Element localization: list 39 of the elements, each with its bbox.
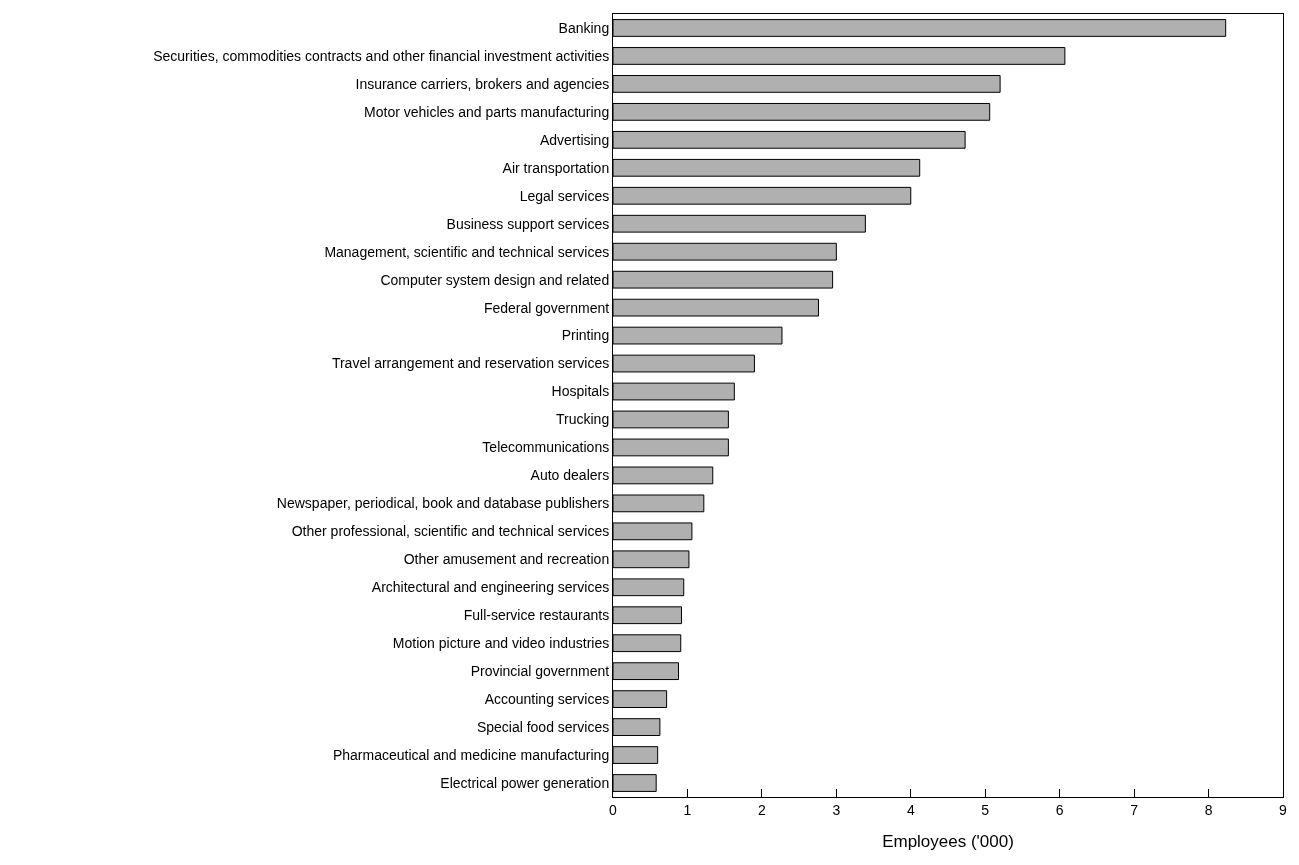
y-tick-label: Telecommunications: [482, 439, 610, 456]
y-tick-label: Legal services: [519, 187, 610, 204]
x-tick-label: 5: [981, 801, 990, 818]
y-tick-label: Motor vehicles and parts manufacturing: [364, 103, 610, 120]
y-tick-label: Full-service restaurants: [463, 607, 610, 624]
x-tick-label: 1: [683, 801, 692, 818]
y-tick-label: Computer system design and related: [380, 271, 610, 288]
y-tick-label: Advertising: [539, 131, 610, 148]
y-tick-label: Hospitals: [551, 383, 610, 400]
y-tick-label: Provincial government: [470, 663, 610, 680]
y-tick-label: Printing: [561, 327, 610, 344]
x-tick-label: 3: [832, 801, 841, 818]
x-tick-label: 0: [609, 801, 618, 818]
y-tick-label: Accounting services: [484, 691, 610, 708]
y-tick-label: Travel arrangement and reservation services: [331, 355, 610, 372]
y-tick-label: Auto dealers: [530, 467, 610, 484]
y-tick-label: Business support services: [446, 215, 610, 232]
y-tick-label: Pharmaceutical and medicine manufacturing: [332, 746, 610, 763]
y-tick-label: Banking: [558, 19, 610, 36]
y-tick-label: Insurance carriers, brokers and agencies: [355, 75, 610, 92]
x-tick-label: 8: [1204, 801, 1213, 818]
y-tick-label: Securities, commodities contracts and other financial investment activities: [153, 47, 610, 64]
y-tick-label: Special food services: [476, 718, 610, 735]
y-tick-label: Management, scientific and technical services: [324, 243, 610, 260]
x-tick-label: 9: [1279, 801, 1288, 818]
y-tick-label: Air transportation: [502, 159, 610, 176]
y-tick-label: Motion picture and video industries: [392, 635, 610, 652]
y-tick-label: Architectural and engineering services: [371, 579, 610, 596]
y-tick-label: Federal government: [483, 299, 610, 316]
y-tick-label: Electrical power generation: [440, 774, 610, 791]
x-tick-label: 2: [757, 801, 766, 818]
y-tick-label: Newspaper, periodical, book and database publishers: [276, 495, 610, 512]
x-tick-label: 7: [1130, 801, 1139, 818]
y-tick-label: Other amusement and recreation: [403, 551, 610, 568]
x-tick-label: 4: [906, 801, 915, 818]
y-tick-label: Trucking: [556, 411, 610, 428]
y-tick-label: Other professional, scientific and technical services: [291, 523, 610, 540]
x-axis-title: Employees ('000): [882, 832, 1014, 852]
x-tick-label: 6: [1055, 801, 1064, 818]
